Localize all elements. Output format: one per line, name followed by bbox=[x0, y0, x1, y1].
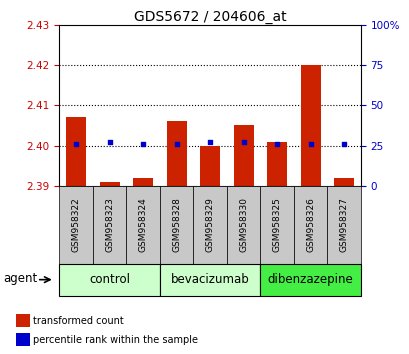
Bar bbox=[133, 178, 153, 186]
Text: GSM958324: GSM958324 bbox=[138, 198, 147, 252]
Text: GSM958328: GSM958328 bbox=[172, 197, 181, 252]
Bar bbox=[233, 125, 253, 186]
Text: dibenzazepine: dibenzazepine bbox=[267, 273, 353, 286]
Bar bbox=[260, 186, 293, 264]
Text: percentile rank within the sample: percentile rank within the sample bbox=[34, 335, 198, 345]
Text: GSM958330: GSM958330 bbox=[238, 197, 247, 252]
Bar bbox=[126, 186, 160, 264]
Point bbox=[73, 141, 79, 147]
Point bbox=[106, 139, 113, 145]
Bar bbox=[160, 264, 260, 296]
Text: GSM958327: GSM958327 bbox=[339, 197, 348, 252]
Bar bbox=[266, 142, 286, 186]
Bar bbox=[326, 186, 360, 264]
Text: bevacizumab: bevacizumab bbox=[170, 273, 249, 286]
Point bbox=[207, 139, 213, 145]
Bar bbox=[99, 182, 119, 186]
Bar bbox=[226, 186, 260, 264]
Text: GSM958326: GSM958326 bbox=[306, 197, 314, 252]
Bar bbox=[166, 121, 186, 186]
Bar bbox=[193, 186, 226, 264]
Text: GSM958325: GSM958325 bbox=[272, 197, 281, 252]
Point bbox=[273, 141, 280, 147]
Text: agent: agent bbox=[3, 272, 37, 285]
Text: GSM958329: GSM958329 bbox=[205, 197, 214, 252]
Point bbox=[173, 141, 180, 147]
Bar bbox=[66, 118, 86, 186]
Text: transformed count: transformed count bbox=[34, 316, 124, 326]
Bar bbox=[93, 186, 126, 264]
Bar bbox=[16, 333, 29, 346]
Bar bbox=[59, 186, 93, 264]
Title: GDS5672 / 204606_at: GDS5672 / 204606_at bbox=[133, 10, 286, 24]
Bar bbox=[16, 314, 29, 327]
Bar bbox=[300, 65, 320, 186]
Bar bbox=[333, 178, 353, 186]
Text: GSM958323: GSM958323 bbox=[105, 197, 114, 252]
Bar bbox=[160, 186, 193, 264]
Point bbox=[340, 141, 346, 147]
Text: GSM958322: GSM958322 bbox=[72, 198, 81, 252]
Bar bbox=[293, 186, 326, 264]
Bar bbox=[200, 145, 220, 186]
Bar bbox=[59, 264, 160, 296]
Point bbox=[139, 141, 146, 147]
Bar bbox=[260, 264, 360, 296]
Point bbox=[307, 141, 313, 147]
Text: control: control bbox=[89, 273, 130, 286]
Point bbox=[240, 139, 246, 145]
